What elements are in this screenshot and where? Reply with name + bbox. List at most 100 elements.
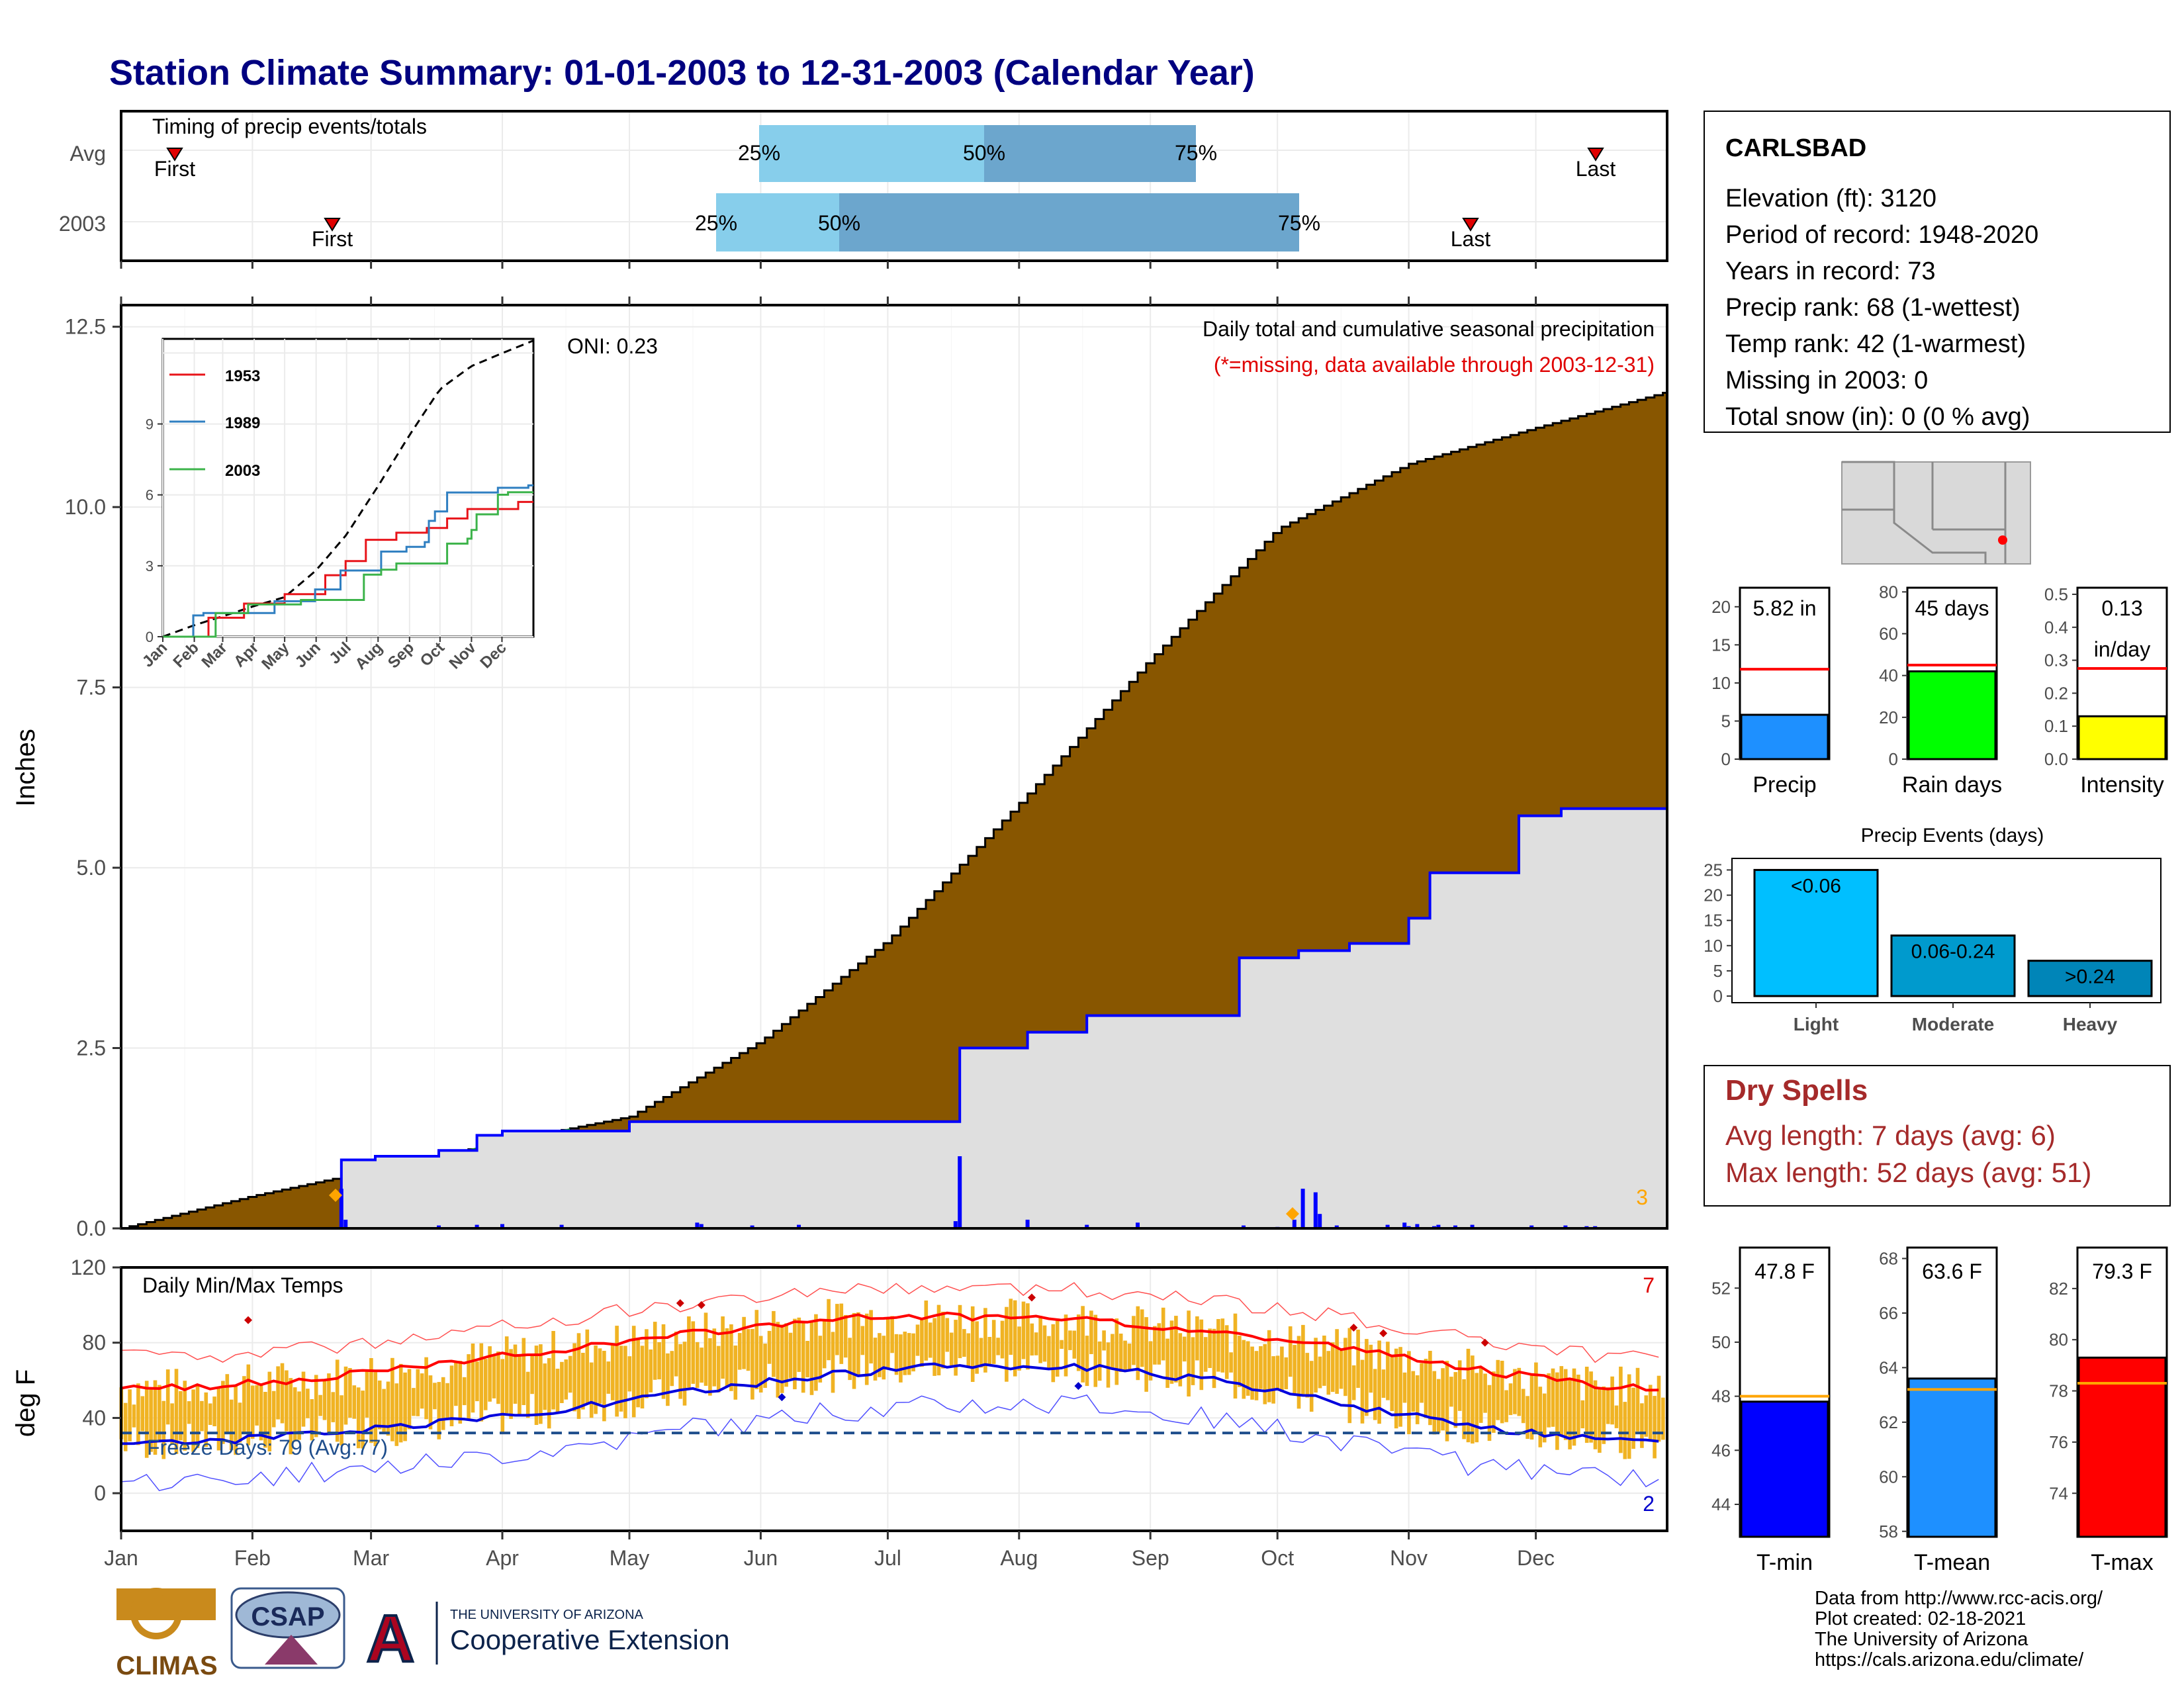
daily-temp-bar [1462, 1379, 1466, 1440]
daily-temp-bar [1610, 1376, 1614, 1425]
daily-temp-bar [1271, 1356, 1275, 1404]
daily-temp-bar [225, 1374, 230, 1435]
daily-temp-bar [365, 1371, 369, 1418]
precip-summary-bars: 5.82 in 0 5 10 15 20 Precip 45 days 0 20 40 60 80 Rai… [1711, 582, 2168, 798]
timing-row-avg: Avg [69, 142, 106, 165]
daily-temp-bar [318, 1394, 322, 1416]
oni-label: ONI: 0.23 [567, 334, 658, 358]
daily-temp-bar [1309, 1361, 1314, 1412]
daily-temp-bar [1106, 1342, 1111, 1388]
daily-temp-bar [221, 1381, 225, 1444]
mini-bar-tick-label: 10 [1711, 673, 1731, 693]
daily-precip-bar [437, 1225, 441, 1228]
credit-line: https://cals.arizona.edu/climate/ [1815, 1649, 2084, 1670]
daily-temp-bar [1093, 1314, 1098, 1387]
daily-temp-bar [1326, 1351, 1331, 1395]
daily-temp-bar [1483, 1373, 1487, 1413]
daily-temp-bar [602, 1351, 606, 1422]
events-category-label: Light [1794, 1014, 1839, 1034]
daily-temp-bar [1199, 1319, 1204, 1391]
record-max-marker [697, 1301, 705, 1309]
daily-temp-bar [1475, 1373, 1479, 1443]
daily-temp-bar [560, 1361, 564, 1403]
daily-temp-bar [687, 1316, 691, 1388]
inset-y-tick-label: 6 [146, 487, 154, 504]
daily-temp-bar [661, 1324, 666, 1399]
timing-2003-25-label: 25% [695, 211, 737, 235]
daily-temp-bar [504, 1336, 509, 1414]
daily-temp-bar [1097, 1341, 1102, 1381]
events-bar [1753, 868, 1879, 997]
daily-temp-bar [1402, 1372, 1407, 1403]
ua-logo-mark: A [367, 1602, 414, 1676]
daily-temp-bar [1390, 1356, 1394, 1411]
daily-temp-bar [890, 1316, 894, 1353]
daily-temp-bar [1127, 1344, 1132, 1370]
daily-temp-bar [1572, 1368, 1576, 1446]
precip-panel-frame [120, 304, 1668, 1230]
daily-temp-bar [458, 1361, 463, 1424]
mini-bar-tick-label: 0 [1889, 749, 1898, 769]
precip-y-axis-label: Inches [11, 729, 40, 807]
daily-temp-bar [1220, 1318, 1225, 1373]
daily-temp-bar [1144, 1317, 1148, 1392]
daily-temp-bar [377, 1380, 382, 1430]
daily-temp-bar [1047, 1336, 1051, 1369]
daily-temp-bar [860, 1326, 865, 1355]
daily-temp-bar [1589, 1371, 1593, 1443]
temp-bar-tick-label: 76 [2049, 1432, 2068, 1452]
daily-temp-bar [831, 1332, 835, 1393]
daily-temp-bar [1203, 1337, 1208, 1372]
daily-temp-bar [1118, 1334, 1123, 1372]
daily-temp-bar [1305, 1353, 1310, 1398]
daily-temp-bar [1148, 1341, 1153, 1381]
inset-frame [161, 338, 535, 638]
daily-temp-bar [475, 1361, 479, 1402]
daily-temp-bar [899, 1334, 903, 1383]
daily-temp-bar [1161, 1307, 1165, 1361]
daily-temp-bar [1631, 1387, 1635, 1449]
daily-temp-bar [776, 1322, 780, 1398]
daily-precip-bar [1292, 1219, 1297, 1228]
mini-bar-tick-label: 0.5 [2044, 584, 2068, 604]
daily-temp-bar [170, 1403, 174, 1445]
daily-temp-bar [547, 1358, 551, 1429]
daily-temp-bar [1360, 1359, 1365, 1424]
mini-bar-label: Rain days [1902, 772, 2002, 798]
csap-logo: CSAP [230, 1587, 345, 1669]
events-category-label: Heavy [2063, 1014, 2118, 1034]
daily-temp-bar [335, 1359, 340, 1442]
daily-temp-bar [361, 1391, 365, 1449]
station-name: CARLSBAD [1725, 134, 1866, 162]
daily-temp-bar [631, 1326, 636, 1418]
daily-temp-bar [149, 1387, 153, 1452]
station-line: Years in record: 73 [1725, 257, 1936, 285]
daily-temp-bar [229, 1399, 234, 1451]
inset-legend-2003: 2003 [225, 462, 260, 480]
temp-bar [2077, 1356, 2167, 1538]
page-title: Station Climate Summary: 01-01-2003 to 1… [109, 53, 1255, 93]
daily-temp-bar [1369, 1344, 1373, 1393]
daily-precip-bar [1318, 1214, 1322, 1228]
daily-temp-bar [420, 1373, 424, 1409]
daily-temp-bar [322, 1379, 327, 1420]
daily-temp-bar [1111, 1334, 1115, 1368]
daily-temp-bar [1042, 1325, 1047, 1362]
daily-temp-bar [1471, 1355, 1475, 1444]
dry-spells-max: Max length: 52 days (avg: 51) [1725, 1157, 2091, 1188]
daily-temp-bar [627, 1356, 632, 1392]
daily-temp-bar [1513, 1369, 1517, 1414]
month-x-axis: Jan Feb Mar Apr May Jun Jul Aug Sep Oct Nov Dec [104, 1531, 1555, 1570]
mini-bar-tick-label: 0 [1721, 749, 1731, 769]
inset-y-tick-label: 3 [146, 558, 154, 574]
locator-map [1841, 461, 2031, 565]
daily-temp-bar [1060, 1340, 1064, 1349]
daily-temp-bar [1238, 1336, 1242, 1387]
credit-line: Data from http://www.rcc-acis.org/ [1815, 1588, 2103, 1609]
x-tick-label: Apr [486, 1546, 519, 1570]
daily-temp-bar [818, 1336, 823, 1383]
record-min-temp-line [120, 1394, 1659, 1492]
daily-temp-bar [907, 1333, 911, 1375]
daily-temp-bar [835, 1304, 839, 1355]
daily-temp-bar [763, 1344, 767, 1388]
